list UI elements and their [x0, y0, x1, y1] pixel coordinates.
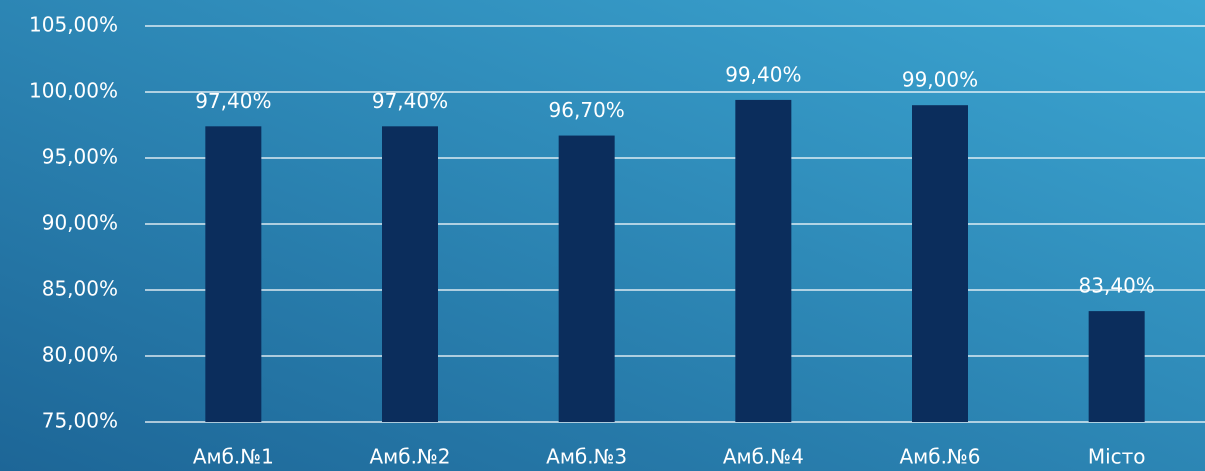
x-tick-label: Амб.№1: [193, 445, 274, 469]
bar: [1088, 311, 1145, 422]
x-tick-label: Амб.№4: [723, 445, 804, 469]
bar: [912, 105, 968, 422]
x-tick-label: Амб.№2: [370, 445, 451, 469]
y-tick-label: 90,00%: [42, 211, 118, 235]
value-label: 97,40%: [195, 89, 271, 113]
x-tick-label: Амб.№3: [546, 445, 627, 469]
y-tick-label: 105,00%: [29, 13, 118, 37]
bar: [382, 126, 438, 422]
value-label: 83,40%: [1079, 274, 1155, 298]
bar: [205, 126, 262, 422]
value-label: 97,40%: [372, 89, 448, 113]
x-tick-label: Амб.№6: [900, 445, 981, 469]
bar: [735, 99, 792, 423]
y-tick-label: 100,00%: [29, 79, 118, 103]
bar: [558, 135, 615, 422]
value-label: 99,40%: [725, 62, 801, 86]
y-tick-label: 85,00%: [42, 277, 118, 301]
value-label: 99,00%: [902, 68, 978, 92]
y-tick-label: 75,00%: [42, 409, 118, 433]
x-tick-label: Місто: [1088, 445, 1146, 469]
y-tick-label: 95,00%: [42, 145, 118, 169]
y-tick-label: 80,00%: [42, 343, 118, 367]
value-label: 96,70%: [549, 98, 625, 122]
